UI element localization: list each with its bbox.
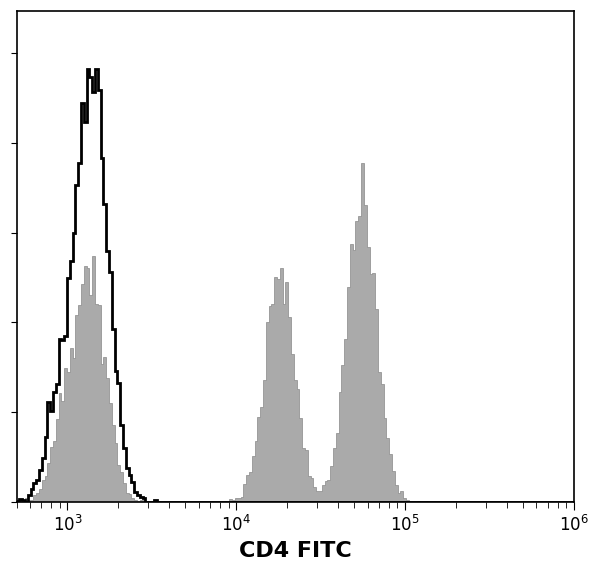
- X-axis label: CD4 FITC: CD4 FITC: [239, 541, 352, 561]
- Polygon shape: [17, 164, 574, 502]
